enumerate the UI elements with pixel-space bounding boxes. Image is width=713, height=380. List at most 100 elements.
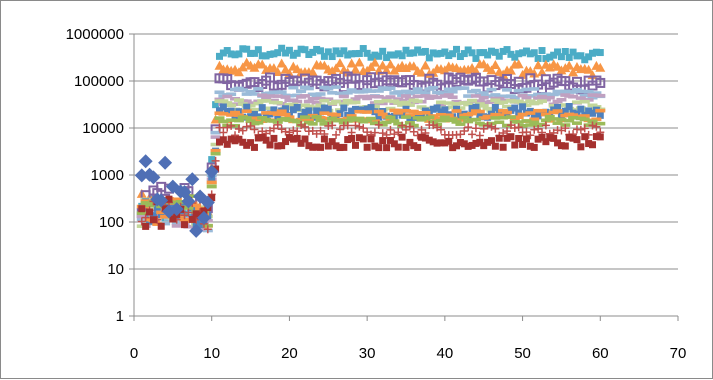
data-point <box>583 89 594 94</box>
data-point <box>583 64 594 74</box>
data-point <box>313 107 321 115</box>
data-point <box>226 118 237 122</box>
data-point <box>568 113 579 117</box>
data-point <box>297 139 305 147</box>
data-point <box>218 119 229 124</box>
data-point <box>249 107 260 112</box>
data-point <box>499 47 507 55</box>
data-point <box>455 106 466 110</box>
data-point <box>189 223 204 238</box>
data-point <box>219 136 227 144</box>
data-point <box>394 143 402 151</box>
data-point <box>537 109 547 113</box>
data-point <box>432 116 443 121</box>
axes <box>129 33 679 321</box>
data-point <box>468 105 476 113</box>
data-point <box>519 49 527 57</box>
data-point <box>472 139 480 147</box>
data-point <box>568 115 579 120</box>
data-point <box>200 195 215 210</box>
data-point <box>515 50 523 58</box>
data-point <box>595 77 606 88</box>
data-point <box>175 200 186 204</box>
data-point <box>311 100 322 105</box>
data-point <box>397 103 408 107</box>
data-point <box>507 106 515 114</box>
data-point <box>307 96 318 101</box>
data-point <box>514 123 523 132</box>
data-point <box>218 99 229 103</box>
data-point <box>385 86 396 90</box>
data-point <box>538 109 546 117</box>
data-point <box>412 99 423 104</box>
data-point <box>303 99 314 104</box>
data-point <box>429 105 437 113</box>
data-point <box>478 91 489 95</box>
data-point <box>490 93 501 97</box>
data-point <box>580 124 589 133</box>
data-point <box>433 50 441 58</box>
data-point <box>554 139 562 147</box>
data-point <box>561 48 569 56</box>
data-point <box>191 203 202 208</box>
data-point <box>362 96 373 101</box>
data-point <box>502 110 513 115</box>
data-point <box>521 119 532 123</box>
data-point <box>398 121 407 130</box>
data-point <box>447 105 458 109</box>
data-point <box>502 104 513 109</box>
data-point <box>243 141 251 149</box>
data-point <box>487 47 495 55</box>
data-point <box>270 50 278 58</box>
data-point <box>288 102 299 107</box>
data-point <box>414 143 422 151</box>
data-point <box>138 154 153 169</box>
y-tick-label: 1 <box>116 308 124 325</box>
data-point <box>421 134 429 142</box>
data-point <box>420 110 431 115</box>
data-point <box>393 111 404 115</box>
data-point <box>479 124 488 133</box>
data-point <box>351 121 360 130</box>
data-point <box>530 143 538 151</box>
data-point <box>579 117 590 122</box>
data-point <box>534 112 542 120</box>
data-point <box>592 48 600 56</box>
data-point <box>241 99 252 104</box>
data-point <box>222 94 233 99</box>
data-point <box>227 121 236 130</box>
data-point <box>505 115 516 119</box>
data-point <box>136 224 147 228</box>
data-point <box>596 49 604 57</box>
data-point <box>550 51 558 59</box>
data-point <box>595 121 606 126</box>
data-point <box>362 110 373 114</box>
data-point <box>390 51 398 59</box>
y-tick-label: 10000 <box>82 120 124 137</box>
data-point <box>552 109 563 113</box>
data-point <box>429 138 437 146</box>
data-point <box>373 99 384 104</box>
data-point <box>509 117 520 122</box>
data-point <box>320 135 328 143</box>
data-point <box>344 136 352 144</box>
data-point <box>424 115 435 120</box>
data-point <box>565 53 573 61</box>
data-point <box>293 103 301 111</box>
data-point <box>557 142 565 150</box>
data-point <box>595 93 606 98</box>
data-point <box>334 58 345 68</box>
data-point <box>253 87 264 91</box>
data-point <box>470 88 481 93</box>
data-point <box>511 53 519 61</box>
data-point <box>293 49 301 57</box>
data-point <box>525 111 536 115</box>
data-point <box>519 103 527 111</box>
data-point <box>342 119 353 123</box>
data-point <box>289 106 297 114</box>
data-point <box>187 194 198 198</box>
data-point <box>338 94 349 99</box>
data-point <box>568 67 579 77</box>
data-point <box>234 125 243 133</box>
data-point <box>591 91 602 95</box>
